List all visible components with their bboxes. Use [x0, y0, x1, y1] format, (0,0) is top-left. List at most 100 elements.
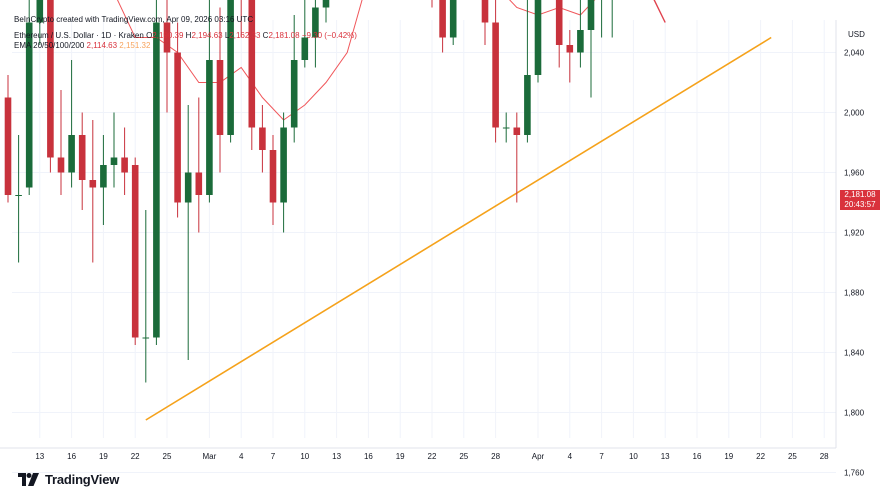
logo-text: TradingView [45, 472, 120, 487]
candles [4, 0, 613, 383]
high-label: H [185, 31, 192, 40]
high-value: 2,194.63 [191, 31, 223, 40]
candle-body [555, 0, 563, 45]
candle-body [25, 22, 33, 188]
candle-body [269, 150, 277, 203]
candle-body [301, 37, 309, 60]
candle-body [184, 172, 192, 203]
candle-body [78, 135, 86, 180]
x-tick-label: 16 [364, 452, 373, 461]
x-tick-label: Apr [532, 452, 545, 461]
candle-body [259, 127, 266, 150]
candle [142, 210, 150, 383]
y-tick-label: 2,040 [844, 49, 865, 58]
candle [502, 112, 510, 143]
candle [15, 135, 22, 263]
candle [322, 0, 330, 23]
ema-50-value: 2,151.32 [119, 41, 151, 50]
candle [312, 0, 319, 68]
x-tick-label: 16 [67, 452, 76, 461]
candle [524, 0, 531, 143]
candle [577, 0, 584, 68]
candle-body [142, 337, 150, 339]
candle [439, 0, 446, 53]
candle-body [312, 7, 319, 38]
x-tick-label: 19 [99, 452, 108, 461]
candle-body [290, 60, 298, 128]
x-tick-label: 28 [820, 452, 829, 461]
candle-body [163, 22, 171, 53]
y-tick-label: 1,880 [844, 289, 865, 298]
candle-body [36, 0, 44, 23]
candle-body [481, 0, 489, 23]
y-tick-label: 1,840 [844, 349, 865, 358]
candle-body [4, 97, 12, 195]
candle [555, 0, 563, 68]
candle [601, 0, 603, 38]
candle [121, 127, 128, 195]
candle-body [566, 45, 574, 53]
candle [248, 0, 256, 150]
candle-body [449, 0, 457, 38]
candle-body [15, 195, 22, 196]
x-tick-label: Mar [203, 452, 217, 461]
open-value: 2,190.39 [152, 31, 184, 40]
candle [78, 112, 86, 210]
low-label: L [224, 31, 230, 40]
candle [153, 0, 160, 345]
candle-body [524, 75, 531, 135]
x-tick-label: 22 [428, 452, 437, 461]
candle-body [492, 22, 499, 128]
tradingview-logo[interactable]: TradingView [18, 472, 119, 487]
open-label: O [146, 31, 153, 40]
candle-body [587, 0, 595, 30]
candle-body [153, 22, 160, 338]
axes: 1,760 1,800 1,840 1,880 1,920 1,960 2,000 2,040… [0, 20, 865, 478]
candle [100, 135, 107, 225]
candle [301, 0, 309, 68]
symbol-name[interactable]: Ethereum / U.S. Dollar · 1D · Kraken [14, 31, 144, 40]
grid [12, 20, 836, 473]
candle [449, 0, 457, 45]
x-tick-label: 10 [629, 452, 638, 461]
candle-body [248, 0, 256, 128]
candle-body [322, 0, 330, 8]
candle [481, 0, 489, 45]
x-tick-label: 22 [131, 452, 140, 461]
x-tick-label: 10 [300, 452, 309, 461]
currency-label: USD [848, 30, 865, 39]
arrow-annotation[interactable] [623, 0, 666, 23]
candle-body [534, 0, 542, 75]
x-tick-label: 28 [491, 452, 500, 461]
ema-label[interactable]: EMA 20/50/100/200 [14, 41, 85, 50]
candle [280, 112, 287, 233]
candle-body [110, 157, 118, 165]
close-label: C [262, 31, 269, 40]
candle [431, 0, 433, 8]
candle [174, 22, 181, 218]
x-tick-label: 13 [661, 452, 670, 461]
candle-body [57, 157, 65, 173]
candle [587, 0, 595, 98]
candle-body [174, 52, 181, 203]
x-tick-label: 13 [332, 452, 341, 461]
candle-body [216, 60, 224, 135]
candle [492, 0, 499, 143]
x-tick-label: 25 [459, 452, 468, 461]
candle-body [121, 157, 128, 173]
trendline-lower-support [145, 36, 772, 421]
x-tick-label: 25 [788, 452, 797, 461]
candle-body [206, 60, 213, 195]
candle-body [502, 127, 510, 129]
trendlines[interactable] [145, 0, 772, 421]
candle [36, 0, 44, 45]
close-value: 2,181.08 [268, 31, 300, 40]
candle [259, 105, 266, 173]
candle [240, 0, 242, 38]
countdown-badge: 20:43:57 [840, 200, 880, 210]
candle-body [131, 165, 139, 338]
y-tick-label: 2,000 [844, 109, 865, 118]
y-tick-label: 1,760 [844, 469, 865, 478]
chart-credit: BeInCrypto created with TradingView.com,… [14, 15, 254, 24]
